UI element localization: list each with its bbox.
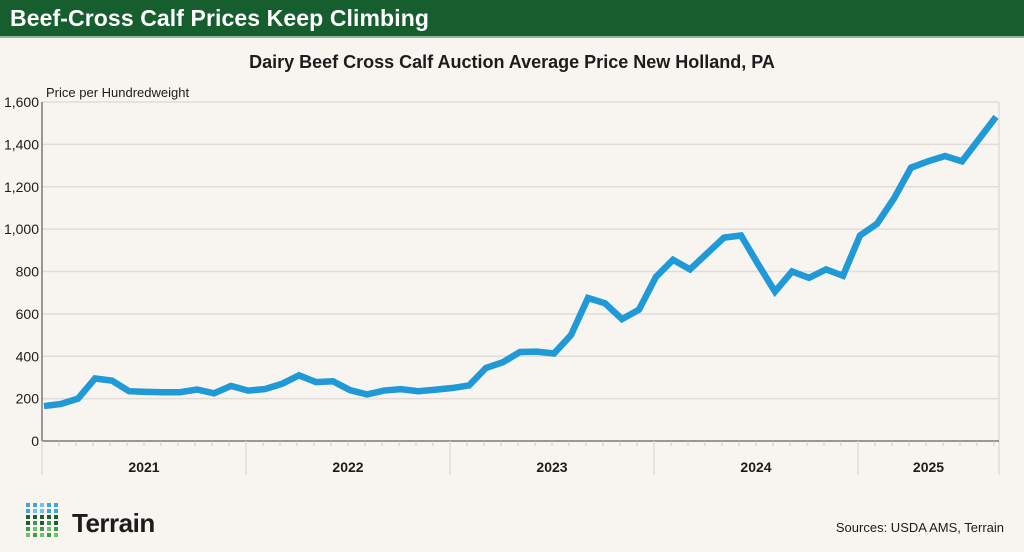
x-year-label: 2024	[740, 459, 771, 475]
logo-dot	[47, 509, 51, 513]
chart-title: Dairy Beef Cross Calf Auction Average Pr…	[249, 52, 775, 72]
logo-dot	[33, 503, 37, 507]
logo-dot	[54, 515, 58, 519]
logo-dot	[47, 521, 51, 525]
logo-dot	[33, 509, 37, 513]
banner-title: Beef-Cross Calf Prices Keep Climbing	[10, 5, 429, 31]
logo-dot	[54, 533, 58, 537]
y-tick-label: 1,600	[4, 94, 39, 110]
y-axis-label: Price per Hundredweight	[46, 85, 189, 100]
x-year-label: 2022	[332, 459, 363, 475]
logo-dot	[33, 533, 37, 537]
logo-dot	[54, 509, 58, 513]
title-banner: Beef-Cross Calf Prices Keep Climbing	[0, 0, 1024, 38]
y-tick-label: 400	[16, 348, 40, 364]
y-tick-label: 1,200	[4, 179, 39, 195]
logo-dot	[26, 533, 30, 537]
source-note: Sources: USDA AMS, Terrain	[835, 520, 1004, 535]
logo-dot	[26, 521, 30, 525]
logo-dot	[47, 527, 51, 531]
logo-dot	[26, 503, 30, 507]
y-tick-label: 1,400	[4, 136, 39, 152]
y-tick-label: 1,000	[4, 221, 39, 237]
logo-dot	[54, 527, 58, 531]
y-tick-label: 800	[16, 264, 40, 280]
logo-dot	[47, 515, 51, 519]
logo-dot	[26, 527, 30, 531]
logo-dot	[33, 527, 37, 531]
logo-dot	[26, 509, 30, 513]
price-series-line	[43, 114, 999, 410]
logo-dot	[40, 533, 44, 537]
terrain-logo: Terrain	[26, 503, 176, 543]
y-tick-label: 0	[31, 433, 39, 449]
logo-text: Terrain	[72, 508, 155, 538]
logo-dot	[54, 521, 58, 525]
logo-dot	[40, 527, 44, 531]
logo-dot	[54, 503, 58, 507]
logo-dot	[40, 515, 44, 519]
logo-dot	[47, 503, 51, 507]
logo-dot	[40, 503, 44, 507]
x-year-label: 2025	[913, 459, 944, 475]
logo-dot	[26, 515, 30, 519]
logo-dot-grid-icon	[26, 503, 58, 537]
logo-dot	[40, 521, 44, 525]
logo-dot	[40, 509, 44, 513]
x-year-label: 2021	[128, 459, 159, 475]
x-year-label: 2023	[536, 459, 567, 475]
y-tick-label: 600	[16, 306, 40, 322]
logo-dot	[33, 515, 37, 519]
logo-dot	[47, 533, 51, 537]
y-tick-label: 200	[16, 391, 40, 407]
logo-dot	[33, 521, 37, 525]
